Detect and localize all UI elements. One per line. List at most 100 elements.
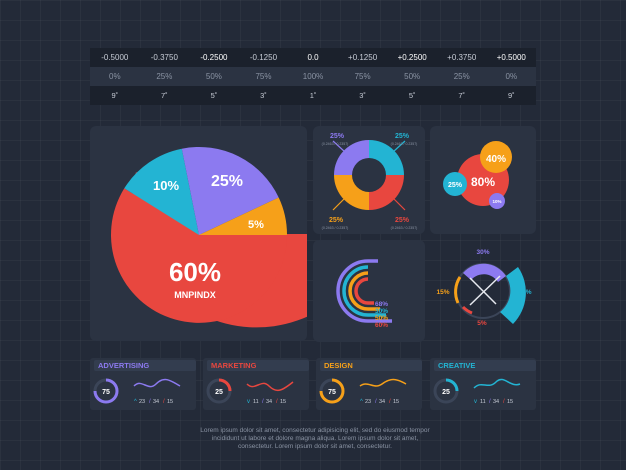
stat-value: 11 [253, 399, 259, 405]
gauge-value: 75 [328, 389, 336, 396]
stat-value: 23 [139, 399, 145, 405]
stat-value: 34 [379, 399, 385, 405]
table-cell: 25% [453, 72, 470, 81]
footer-line: incididunt ut labore et dolore magna ali… [211, 435, 419, 442]
stat-down-icon: v [474, 399, 477, 405]
table-row: 9˚ 7˚ 5˚ 3˚ 1˚ 3˚ 5˚ 7˚ 9˚ [90, 86, 536, 105]
pie-label-5: 5% [248, 219, 264, 231]
table-cell: 3˚ [260, 91, 267, 100]
stat-down-icon: / [276, 399, 278, 405]
sparkline [473, 378, 521, 389]
stat-up-icon: ^ [134, 399, 137, 405]
sparkline [359, 378, 407, 387]
gauge-value: 25 [442, 389, 450, 396]
table-cell: +0.5000 [496, 53, 526, 62]
footer-text: Lorem ipsum dolor sit amet, consectetur … [180, 427, 450, 451]
radial-label: 50% [518, 289, 531, 296]
value-table: -0.5000 -0.3750 -0.2500 -0.1250 0.0 +0.1… [90, 48, 536, 105]
card-graphic: 75 ^ 23 / 34 / 15 [319, 378, 407, 405]
gauge-value: 75 [102, 389, 110, 396]
pie-name: MNPINDX [174, 290, 216, 300]
stat-up-icon: / [149, 399, 151, 405]
stat-up-icon: / [262, 399, 264, 405]
bubble-purple [489, 193, 505, 209]
table-cell: 50% [205, 72, 222, 81]
footer-line: consectetur. Lorem ipsum dolor sit amet,… [238, 443, 392, 450]
card-title: DESIGN [320, 360, 422, 371]
donut-label: 25% [395, 133, 410, 140]
arc-label: 68% [375, 301, 388, 308]
table-cell: 75% [255, 72, 272, 81]
pie-label-10: 10% [153, 178, 179, 193]
stat-value: 34 [153, 399, 159, 405]
card-graphic: 25 v 11 / 34 / 15 [433, 378, 521, 405]
table-cell: 0% [505, 72, 518, 81]
donut-leader [332, 197, 346, 211]
radial-segment-purple [463, 263, 506, 282]
bubble-blue [443, 172, 467, 196]
gauge-arc [445, 378, 459, 392]
donut-leader [392, 140, 406, 153]
stat-value: 11 [480, 399, 486, 405]
pie-label-25: 25% [211, 173, 243, 190]
donut-sublabel: (0.2463 / 0.2357) [322, 142, 349, 146]
gauge-arc [93, 378, 119, 404]
donut-label: 25% [330, 133, 345, 140]
stat-down-icon: / [389, 399, 391, 405]
card-design: DESIGN 75 ^ 23 / 34 / 15 [316, 358, 422, 410]
stat-value: 23 [365, 399, 371, 405]
table-cell: 100% [302, 72, 324, 81]
bubble-label-80: 80% [471, 175, 495, 189]
stat-value: 34 [493, 399, 499, 405]
sparkline [133, 378, 181, 388]
pie-slice-blue [124, 148, 199, 235]
table-cell: 5˚ [210, 91, 218, 100]
table-cell: +0.1250 [348, 53, 378, 62]
arc-label: 30% [375, 308, 388, 315]
card-marketing: MARKETING 25 v 11 / 34 / 15 [203, 358, 309, 410]
bubble-label-10: 10% [492, 199, 501, 204]
donut-sublabel: (0.2463 / 0.2357) [322, 226, 349, 230]
stat-up-icon: / [375, 399, 377, 405]
radial-needle [469, 277, 497, 305]
stat-value: 15 [167, 399, 173, 405]
donut-segment-purple [334, 140, 369, 175]
table-cell: 7˚ [458, 91, 466, 100]
stat-value: 34 [266, 399, 272, 405]
table-cell: 3˚ [359, 91, 366, 100]
table-row: 0% 25% 50% 75% 100% 75% 50% 25% 0% [90, 67, 536, 86]
table-cell: +0.2500 [397, 53, 427, 62]
card-graphic: 75 ^ 23 / 34 / 15 [93, 378, 181, 405]
table-cell: 0.0 [307, 53, 319, 62]
table-cell: 9˚ [507, 91, 515, 100]
donut-leader [332, 140, 346, 153]
card-title: CREATIVE [434, 360, 536, 371]
bubble-orange [480, 141, 512, 173]
radial-label: 5% [477, 320, 487, 327]
arc-panel [313, 240, 425, 342]
table-cell: 25% [156, 72, 173, 81]
radial-segment-orange [454, 276, 462, 304]
donut-segment-orange [334, 175, 369, 210]
table-cell: -0.3750 [150, 53, 178, 62]
pie-slice-red [111, 188, 288, 323]
gauge-arc [319, 378, 345, 404]
donut-label: 25% [329, 217, 344, 224]
radial-needle [469, 275, 501, 306]
donut-label: 25% [395, 217, 410, 224]
table-cell: 5˚ [408, 91, 416, 100]
table-cell: +0.3750 [447, 53, 477, 62]
donut-segment-blue [369, 140, 404, 175]
radial-label: 15% [436, 289, 449, 296]
radial-label: 30% [476, 249, 489, 256]
card-advertising: ADVERTISING 75 ^ 23 / 34 / 15 [90, 358, 196, 410]
pie-label-60: 60% [169, 257, 221, 287]
stat-value: 15 [280, 399, 286, 405]
arc-orange [348, 271, 380, 311]
stat-value: 15 [507, 399, 513, 405]
stat-value: 15 [393, 399, 399, 405]
arc-purple [336, 259, 392, 323]
radial-segment-red [461, 305, 473, 315]
pie-slice-orange [199, 197, 288, 235]
